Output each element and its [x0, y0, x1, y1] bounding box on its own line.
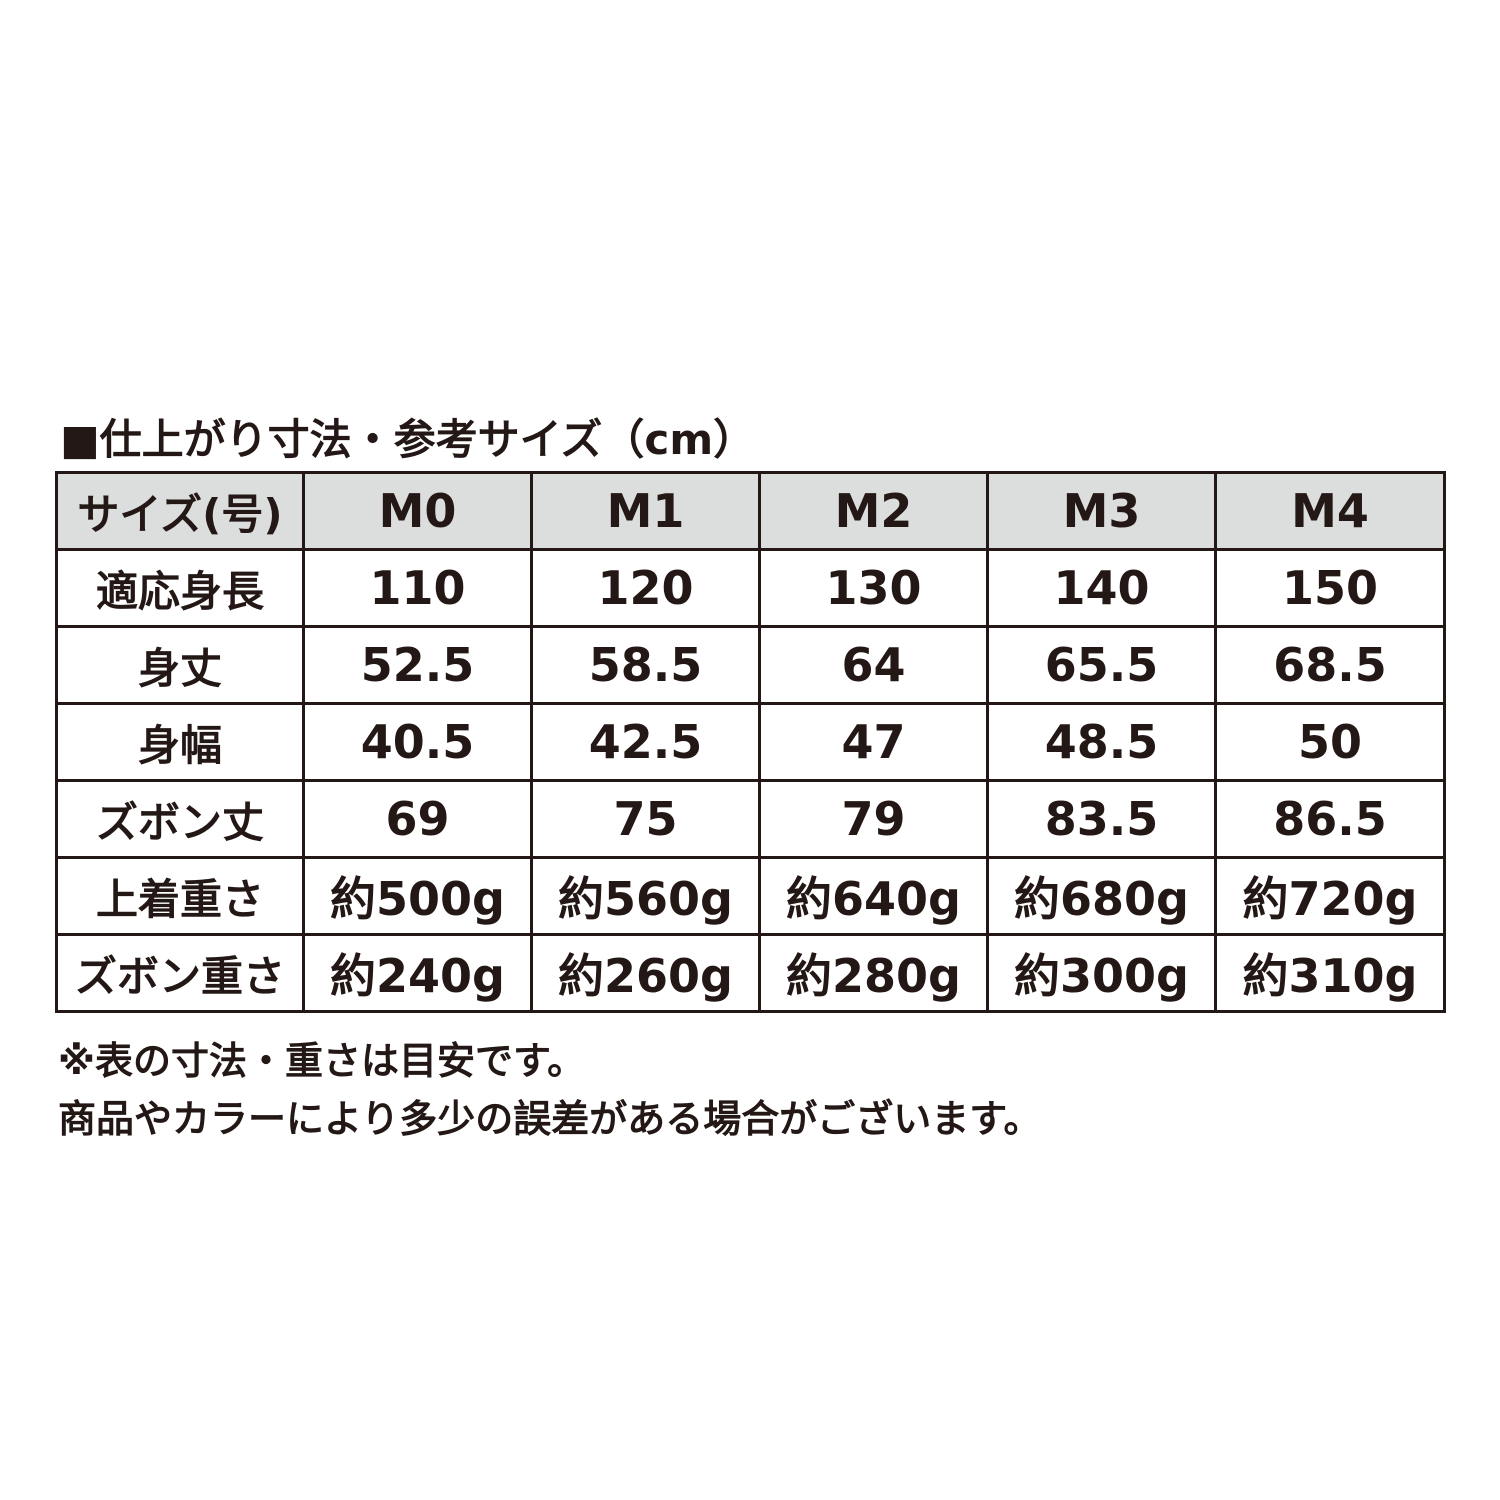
- table-cell: 約310g: [1214, 933, 1446, 1013]
- table-cell: 65.5: [986, 625, 1217, 705]
- row-label: ズボン丈: [55, 779, 305, 859]
- table-cell: 68.5: [1214, 625, 1446, 705]
- header-cell: M3: [986, 471, 1217, 551]
- table-cell: 140: [986, 548, 1217, 628]
- table-cell: 約240g: [302, 933, 533, 1013]
- table-cell: 79: [758, 779, 989, 859]
- size-table: サイズ(号) M0 M1 M2 M3 M4 適応身長 110 120 130 140 150 身丈 52…: [55, 471, 1446, 1013]
- header-row: サイズ(号) M0 M1 M2 M3 M4: [55, 471, 1446, 551]
- row-label: 身幅: [55, 702, 305, 782]
- table-cell: 58.5: [530, 625, 761, 705]
- table-cell: 約260g: [530, 933, 761, 1013]
- table-cell: 110: [302, 548, 533, 628]
- table-row: ズボン丈 69 75 79 83.5 86.5: [55, 779, 1446, 859]
- row-label: 適応身長: [55, 548, 305, 628]
- table-cell: 約300g: [986, 933, 1217, 1013]
- note-line-2: 商品やカラーにより多少の誤差がある場合がございます。: [58, 1097, 1042, 1141]
- table-cell: 50: [1214, 702, 1446, 782]
- header-cell: M4: [1214, 471, 1446, 551]
- header-cell: M0: [302, 471, 533, 551]
- row-label: 身丈: [55, 625, 305, 705]
- table-cell: 48.5: [986, 702, 1217, 782]
- table-cell: 150: [1214, 548, 1446, 628]
- table-row: 身丈 52.5 58.5 64 65.5 68.5: [55, 625, 1446, 705]
- table-cell: 47: [758, 702, 989, 782]
- table-cell: 120: [530, 548, 761, 628]
- table-cell: 64: [758, 625, 989, 705]
- table-row: ズボン重さ 約240g 約260g 約280g 約300g 約310g: [55, 933, 1446, 1013]
- table-title: ■仕上がり寸法・参考サイズ（cm）: [60, 415, 756, 464]
- table-cell: 86.5: [1214, 779, 1446, 859]
- table-cell: 83.5: [986, 779, 1217, 859]
- table-cell: 75: [530, 779, 761, 859]
- table-cell: 130: [758, 548, 989, 628]
- table-cell: 約640g: [758, 856, 989, 936]
- header-cell-size: サイズ(号): [55, 471, 305, 551]
- row-label: 上着重さ: [55, 856, 305, 936]
- table-cell: 69: [302, 779, 533, 859]
- header-cell: M2: [758, 471, 989, 551]
- table-cell: 52.5: [302, 625, 533, 705]
- table-cell: 42.5: [530, 702, 761, 782]
- table-row: 身幅 40.5 42.5 47 48.5 50: [55, 702, 1446, 782]
- table-cell: 約560g: [530, 856, 761, 936]
- table-cell: 約720g: [1214, 856, 1446, 936]
- row-label: ズボン重さ: [55, 933, 305, 1013]
- table-cell: 約500g: [302, 856, 533, 936]
- table-row: 適応身長 110 120 130 140 150: [55, 548, 1446, 628]
- table-cell: 約280g: [758, 933, 989, 1013]
- table-cell: 40.5: [302, 702, 533, 782]
- note-line-1: ※表の寸法・重さは目安です。: [58, 1039, 586, 1083]
- table-row: 上着重さ 約500g 約560g 約640g 約680g 約720g: [55, 856, 1446, 936]
- header-cell: M1: [530, 471, 761, 551]
- table-cell: 約680g: [986, 856, 1217, 936]
